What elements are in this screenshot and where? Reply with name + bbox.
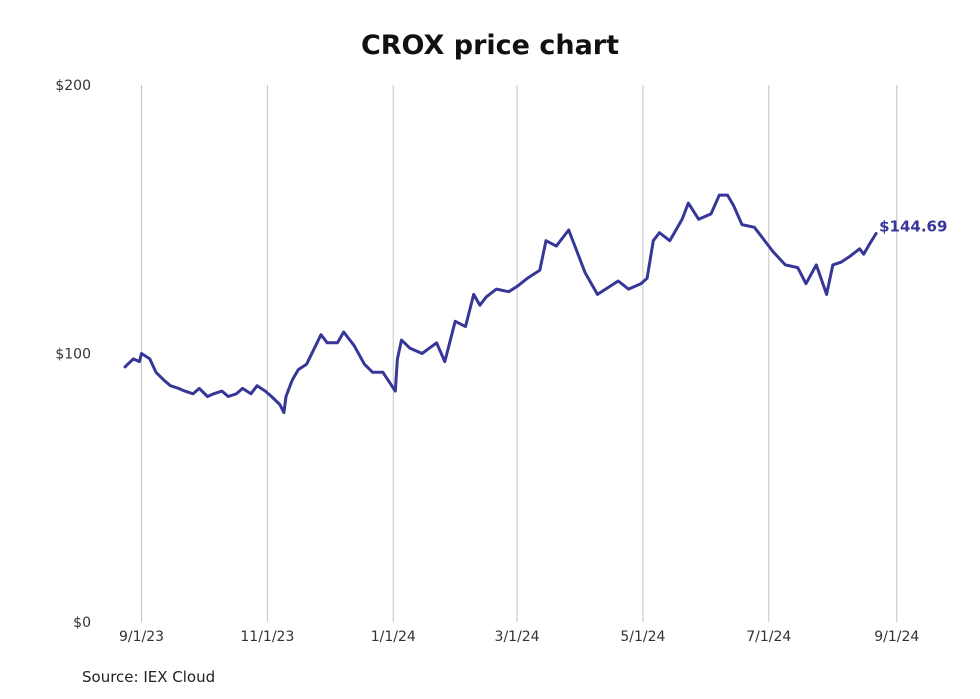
x-tick-label: 7/1/24 xyxy=(746,629,791,645)
x-tick-label: 5/1/24 xyxy=(620,629,665,645)
y-tick-label: $100 xyxy=(55,347,91,363)
x-tick-label: 11/1/23 xyxy=(240,629,294,645)
gridlines xyxy=(141,85,898,622)
chart-title: CROX price chart xyxy=(360,30,620,61)
x-tick-label: 9/1/23 xyxy=(119,629,164,645)
last-price-label: $144.69 xyxy=(879,218,947,236)
price-series-line xyxy=(123,193,878,415)
y-tick-label: $200 xyxy=(55,78,91,94)
source-note: Source: IEX Cloud xyxy=(82,668,216,686)
x-axis-ticks: 9/1/23 11/1/23 1/1/24 3/1/24 5/1/24 7/1/24 9/1… xyxy=(119,629,919,645)
x-tick-label: 3/1/24 xyxy=(495,629,540,645)
x-tick-label: 1/1/24 xyxy=(371,629,416,645)
x-tick-label: 9/1/24 xyxy=(874,629,919,645)
y-tick-label: $0 xyxy=(73,615,91,631)
y-axis-ticks: $0 $100 $200 xyxy=(55,78,91,631)
